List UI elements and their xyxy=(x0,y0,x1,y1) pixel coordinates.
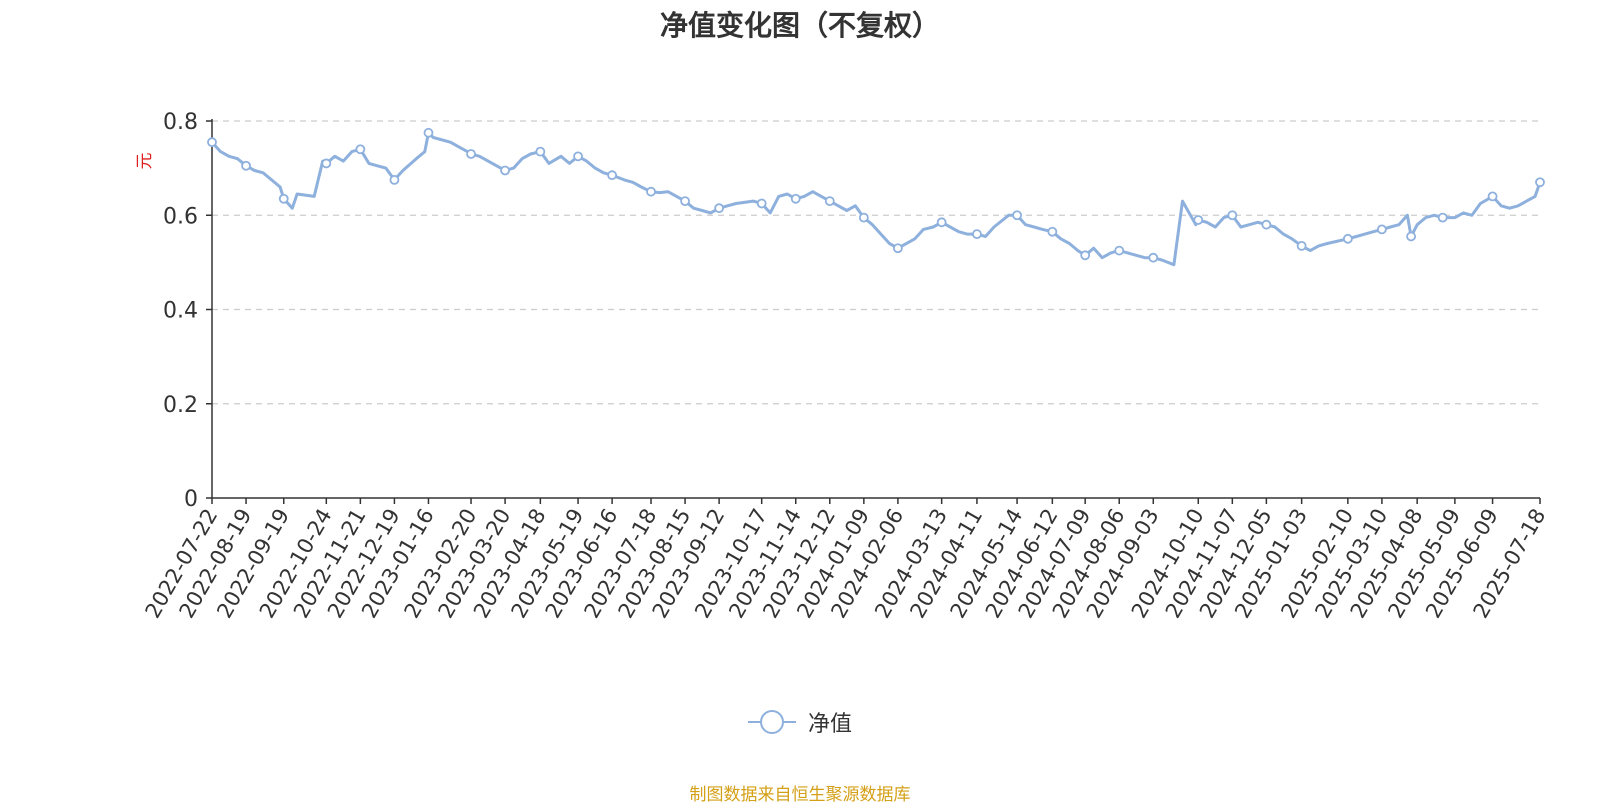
data-point-marker xyxy=(423,127,434,138)
axes: 00.20.40.60.82022-07-222022-08-192022-09… xyxy=(141,110,1551,622)
data-point-marker xyxy=(1437,212,1448,223)
data-point-marker xyxy=(1047,226,1058,237)
data-point-marker xyxy=(500,165,510,176)
data-point-marker xyxy=(1193,215,1204,225)
data-point-marker xyxy=(1296,240,1307,251)
data-point-marker xyxy=(535,146,546,157)
data-point-marker xyxy=(1012,210,1022,221)
grid-lines xyxy=(212,120,1540,405)
data-point-marker xyxy=(278,193,289,204)
data-point-marker xyxy=(1487,191,1498,202)
chart-title: 净值变化图（不复权） xyxy=(659,9,940,42)
data-point-marker xyxy=(207,137,217,148)
y-tick-label: 0.6 xyxy=(163,204,198,229)
data-point-marker xyxy=(858,212,869,223)
y-axis-label: 元 xyxy=(135,153,155,170)
y-tick-label: 0.4 xyxy=(163,299,198,324)
data-point-marker xyxy=(1535,177,1545,188)
legend[interactable]: 净值 xyxy=(0,706,1600,738)
data-point-marker xyxy=(756,198,767,209)
data-point-marker xyxy=(607,170,618,181)
data-point-marker xyxy=(466,149,476,159)
data-point-marker xyxy=(1406,231,1416,242)
data-point-marker xyxy=(892,243,903,254)
source-note: 制图数据来自恒生聚源数据库 xyxy=(689,785,911,805)
data-point-marker xyxy=(573,151,583,162)
data-point-marker xyxy=(1114,245,1125,256)
data-point-marker xyxy=(1227,210,1238,221)
series-line-净值 xyxy=(210,131,1542,267)
line-chart: 00.20.40.60.82022-07-222022-08-192022-09… xyxy=(135,110,1551,622)
data-point-marker xyxy=(1377,224,1387,235)
data-point-marker xyxy=(714,203,725,214)
data-point-marker xyxy=(646,186,656,197)
data-point-marker xyxy=(389,175,400,185)
data-point-marker xyxy=(936,217,947,228)
y-tick-label: 0.2 xyxy=(163,393,198,418)
data-point-marker xyxy=(972,229,982,240)
data-point-marker xyxy=(1148,252,1159,263)
data-point-marker xyxy=(1342,233,1353,244)
data-point-marker xyxy=(1080,250,1091,261)
data-point-marker xyxy=(790,193,801,204)
data-point-marker xyxy=(824,196,835,207)
data-point-marker xyxy=(321,158,332,169)
legend-label: 净值 xyxy=(807,712,852,737)
series-layer xyxy=(210,131,1542,267)
legend-marker-icon xyxy=(747,710,796,734)
y-tick-label: 0.8 xyxy=(163,110,198,135)
data-point-marker xyxy=(680,196,690,207)
y-tick-label: 0 xyxy=(184,487,198,512)
data-point-marker xyxy=(241,160,251,171)
data-point-marker xyxy=(355,144,366,155)
data-point-marker xyxy=(1261,219,1272,230)
marker-layer xyxy=(207,127,1545,263)
